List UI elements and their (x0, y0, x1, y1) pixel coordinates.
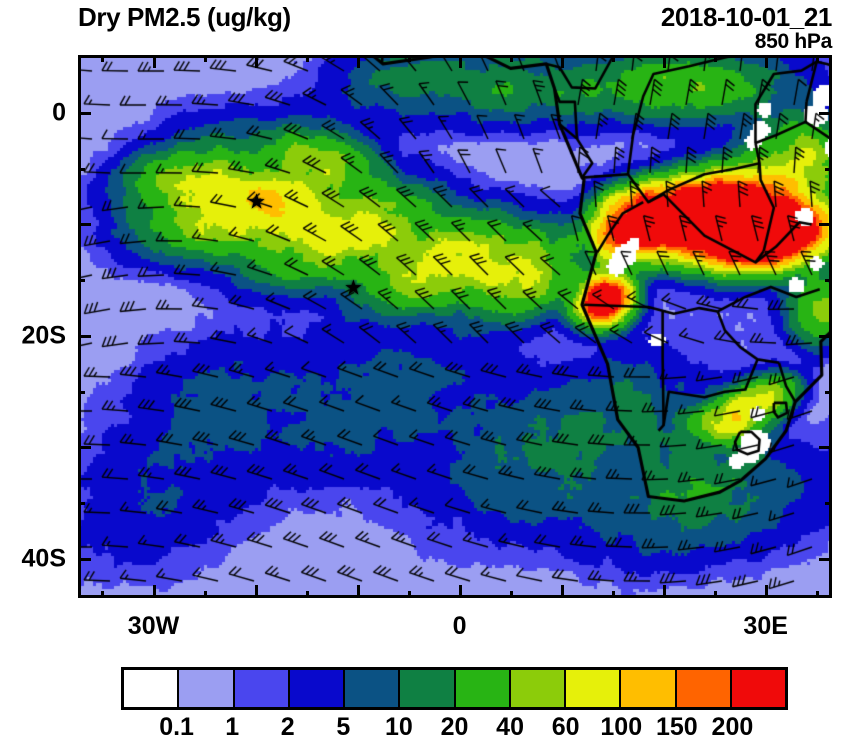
page-title: Dry PM2.5 (ug/kg) (78, 2, 291, 32)
x-tick-top-30 (764, 55, 768, 68)
x-tick-30 (764, 585, 768, 598)
x-tick-5 (509, 591, 513, 598)
y-tick-right--35 (825, 502, 832, 506)
y-axis-label-0: 0 (52, 98, 66, 127)
y-tick--5 (78, 167, 85, 171)
colorbar-tick-label-7: 60 (551, 713, 580, 741)
y-tick--20 (78, 334, 91, 338)
x-tick-35 (815, 591, 819, 598)
x-tick--25 (203, 591, 207, 598)
x-tick--35 (101, 591, 105, 598)
colorbar-cell-6[interactable] (455, 670, 511, 707)
colorbar-cell-9[interactable] (621, 670, 677, 707)
colorbar-cell-11[interactable] (731, 670, 785, 707)
x-tick-10 (560, 585, 564, 598)
y-tick--30 (78, 446, 91, 450)
colorbar[interactable] (121, 667, 788, 710)
colorbar-tick-label-4: 10 (385, 713, 413, 741)
colorbar-tick-label-1: 1 (225, 713, 240, 741)
colorbar-cell-10[interactable] (676, 670, 732, 707)
colorbar-cell-3[interactable] (289, 670, 345, 707)
x-tick-top-25 (713, 55, 717, 62)
x-tick-top-15 (611, 55, 615, 62)
colorbar-tick-label-5: 20 (440, 713, 469, 741)
y-axis-label-2: 40S (21, 544, 66, 573)
x-tick-top--35 (101, 55, 105, 62)
colorbar-tick-label-9: 150 (655, 713, 698, 741)
x-tick-top-20 (662, 55, 666, 68)
y-tick--35 (78, 502, 85, 506)
colorbar-cell-5[interactable] (400, 670, 456, 707)
y-tick--15 (78, 279, 85, 283)
valid-time-label: 2018-10-01_21 (660, 2, 833, 32)
y-tick-right--10 (819, 223, 832, 227)
x-tick--15 (305, 591, 309, 598)
y-tick--25 (78, 390, 85, 394)
colorbar-tick-label-8: 100 (600, 713, 643, 741)
colorbar-cell-2[interactable] (234, 670, 290, 707)
x-axis-label-2: 30E (743, 612, 788, 640)
x-tick-25 (713, 591, 717, 598)
y-tick-right--5 (825, 167, 832, 171)
x-tick-15 (611, 591, 615, 598)
x-tick-top-0 (458, 55, 462, 68)
x-tick--5 (407, 591, 411, 598)
colorbar-cell-7[interactable] (510, 670, 566, 707)
x-tick-0 (458, 585, 462, 598)
y-tick-right--20 (819, 334, 832, 338)
x-tick-top--10 (356, 55, 360, 68)
x-tick-20 (662, 585, 666, 598)
y-tick-right--25 (825, 390, 832, 394)
map-plot-area[interactable]: ★ ★ (78, 55, 832, 598)
x-tick--10 (356, 585, 360, 598)
x-axis-label-1: 0 (452, 612, 467, 640)
colorbar-cell-1[interactable] (179, 670, 235, 707)
x-tick-top-35 (815, 55, 819, 62)
site-marker-1: ★ (247, 190, 266, 214)
x-tick-top--20 (254, 55, 258, 68)
x-tick-top--5 (407, 55, 411, 62)
site-marker-2: ★ (344, 276, 363, 300)
station-marker-layer: ★ ★ (78, 55, 832, 598)
x-tick-top--15 (305, 55, 309, 62)
x-tick--20 (254, 585, 258, 598)
colorbar-cell-4[interactable] (345, 670, 401, 707)
colorbar-tick-label-0: 0.1 (159, 713, 194, 741)
y-tick-right-0 (819, 111, 832, 115)
x-axis-label-0: 30W (127, 612, 180, 640)
colorbar-cell-0[interactable] (124, 670, 180, 707)
y-tick--10 (78, 223, 91, 227)
x-tick-top-5 (509, 55, 513, 62)
x-tick-top--25 (203, 55, 207, 62)
x-tick-top--30 (152, 55, 156, 68)
colorbar-tick-label-3: 5 (336, 713, 351, 741)
y-tick-0 (78, 111, 91, 115)
y-tick--40 (78, 557, 91, 561)
y-tick-right--30 (819, 446, 832, 450)
x-tick-top-10 (560, 55, 564, 68)
country-border-overlay (78, 55, 832, 598)
colorbar-cell-8[interactable] (566, 670, 622, 707)
pressure-level-label: 850 hPa (754, 30, 833, 53)
x-tick--30 (152, 585, 156, 598)
colorbar-tick-label-6: 40 (496, 713, 524, 741)
y-tick-right--40 (819, 557, 832, 561)
y-tick-right--15 (825, 279, 832, 283)
colorbar-tick-label-10: 200 (711, 713, 754, 741)
colorbar-tick-label-2: 2 (280, 713, 295, 741)
y-axis-label-1: 20S (21, 321, 66, 350)
